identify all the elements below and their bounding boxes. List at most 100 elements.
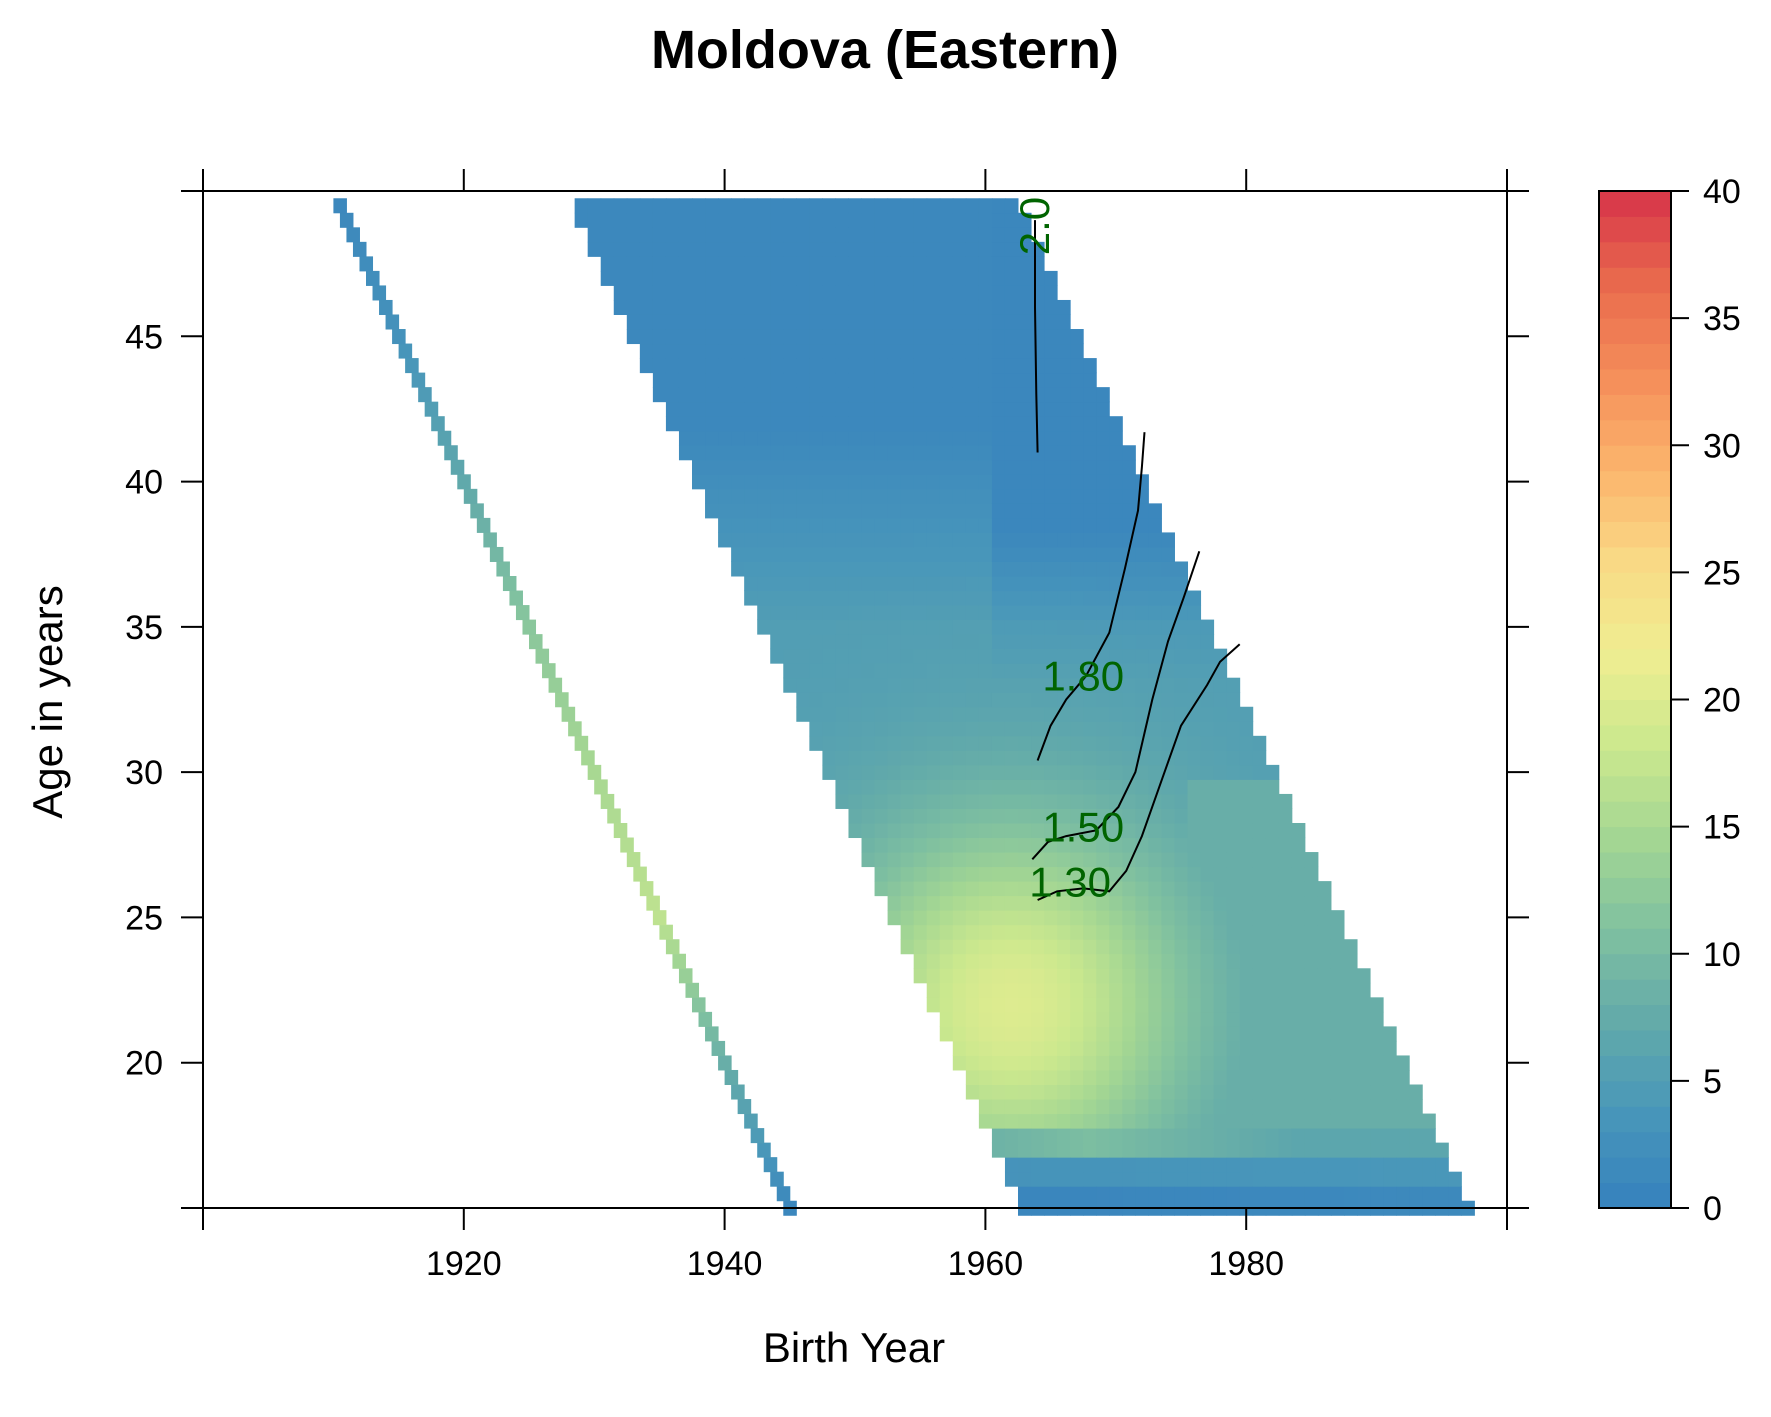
heatmap-cell — [991, 924, 1006, 940]
heatmap-cell — [952, 329, 967, 345]
heatmap-cell — [965, 779, 980, 795]
heatmap-cell — [926, 881, 941, 897]
heatmap-cell — [1044, 299, 1058, 315]
heatmap-cell — [1044, 1055, 1058, 1071]
color-key-block — [1599, 496, 1671, 523]
heatmap-cell — [418, 387, 432, 403]
heatmap-cell — [965, 634, 980, 650]
heatmap-cell — [1083, 750, 1097, 766]
heatmap-cell — [1344, 1040, 1358, 1056]
heatmap-cell — [1109, 852, 1123, 868]
heatmap-cell — [965, 445, 980, 461]
heatmap-cell — [692, 227, 706, 243]
heatmap-cell — [1187, 1099, 1202, 1115]
heatmap-cell — [978, 1026, 993, 1042]
heatmap-cell — [1057, 576, 1071, 592]
heatmap-cell — [1226, 1040, 1241, 1056]
color-key-block — [1599, 241, 1671, 268]
heatmap-cell — [692, 459, 706, 475]
heatmap-cell — [639, 358, 654, 374]
heatmap-cell — [887, 517, 902, 533]
heatmap-cell — [731, 270, 745, 286]
heatmap-cell — [1096, 866, 1110, 882]
heatmap-cell — [1239, 1055, 1254, 1071]
heatmap-cell — [1409, 1128, 1423, 1144]
heatmap-cell — [1200, 895, 1215, 911]
heatmap-cell — [913, 285, 928, 301]
heatmap-cell — [1200, 1171, 1215, 1187]
heatmap-cell — [1148, 1157, 1162, 1173]
heatmap-cell — [652, 212, 667, 228]
heatmap-cell — [1083, 605, 1097, 621]
heatmap-cell — [1161, 677, 1175, 693]
heatmap-cell — [1044, 895, 1058, 911]
heatmap-cell — [926, 445, 941, 461]
heatmap-cell — [1135, 808, 1149, 824]
heatmap-cell — [1291, 822, 1306, 839]
heatmap-cell — [1226, 721, 1241, 737]
heatmap-cell — [1018, 546, 1032, 562]
heatmap-cell — [913, 619, 928, 635]
heatmap-cell — [926, 793, 941, 809]
color-key-block — [1599, 216, 1671, 243]
heatmap-cell — [848, 706, 863, 722]
heatmap-cell — [744, 488, 758, 504]
heatmap-cell — [744, 198, 758, 214]
heatmap-cell — [939, 401, 954, 417]
heatmap-cell — [835, 474, 849, 490]
heatmap-cell — [913, 924, 928, 940]
heatmap-cell — [1109, 692, 1123, 708]
heatmap-cell — [1161, 546, 1175, 562]
heatmap-cell — [1031, 663, 1045, 679]
heatmap-cell — [626, 198, 641, 214]
heatmap-cell — [1083, 968, 1097, 984]
heatmap-cell — [1239, 982, 1254, 998]
heatmap-cell — [1135, 532, 1149, 548]
heatmap-cell — [1018, 1026, 1032, 1042]
heatmap-cell — [1083, 532, 1097, 548]
heatmap-cell — [1213, 1011, 1228, 1027]
heatmap-cell — [1044, 764, 1058, 780]
heatmap-cell — [1018, 401, 1032, 417]
heatmap-cell — [1200, 982, 1215, 998]
heatmap-cell — [1226, 1113, 1241, 1129]
heatmap-cell — [1044, 852, 1058, 868]
heatmap-cell — [731, 358, 745, 374]
heatmap-cell — [692, 358, 706, 374]
heatmap-cell — [1122, 764, 1136, 780]
heatmap-cell — [952, 241, 967, 257]
heatmap-cell — [1070, 329, 1084, 345]
heatmap-cell — [678, 387, 693, 403]
heatmap-cell — [991, 706, 1006, 722]
heatmap-cell — [1344, 1171, 1358, 1187]
heatmap-cell — [1018, 1011, 1032, 1027]
heatmap-cell — [1187, 1171, 1202, 1187]
heatmap-cell — [861, 517, 876, 533]
heatmap-cell — [1122, 1128, 1136, 1144]
heatmap-cell — [1109, 517, 1123, 533]
heatmap-cell — [1044, 358, 1058, 374]
heatmap-cell — [1265, 764, 1280, 780]
heatmap-cell — [1187, 735, 1202, 751]
heatmap-cell — [861, 677, 876, 693]
y-tick-label: 30 — [125, 754, 163, 792]
heatmap-cell — [1096, 1113, 1110, 1129]
heatmap-cell — [1174, 968, 1189, 984]
heatmap-cell — [731, 198, 745, 214]
heatmap-cell — [1109, 546, 1123, 562]
heatmap-cell — [809, 445, 823, 461]
color-key-block — [1599, 801, 1671, 828]
heatmap-cell — [1200, 706, 1215, 722]
heatmap-cell — [913, 663, 928, 679]
heatmap-cell — [887, 198, 902, 214]
heatmap-cell — [1265, 866, 1280, 882]
heatmap-cell — [692, 401, 706, 417]
heatmap-cell — [1057, 517, 1071, 533]
heatmap-cell — [1148, 1084, 1162, 1100]
heatmap-cell — [822, 488, 836, 504]
heatmap-cell — [1096, 488, 1110, 504]
heatmap-cell — [1004, 401, 1019, 417]
heatmap-cell — [952, 779, 967, 795]
heatmap-cell — [874, 358, 889, 374]
y-tick-label: 40 — [125, 464, 163, 502]
